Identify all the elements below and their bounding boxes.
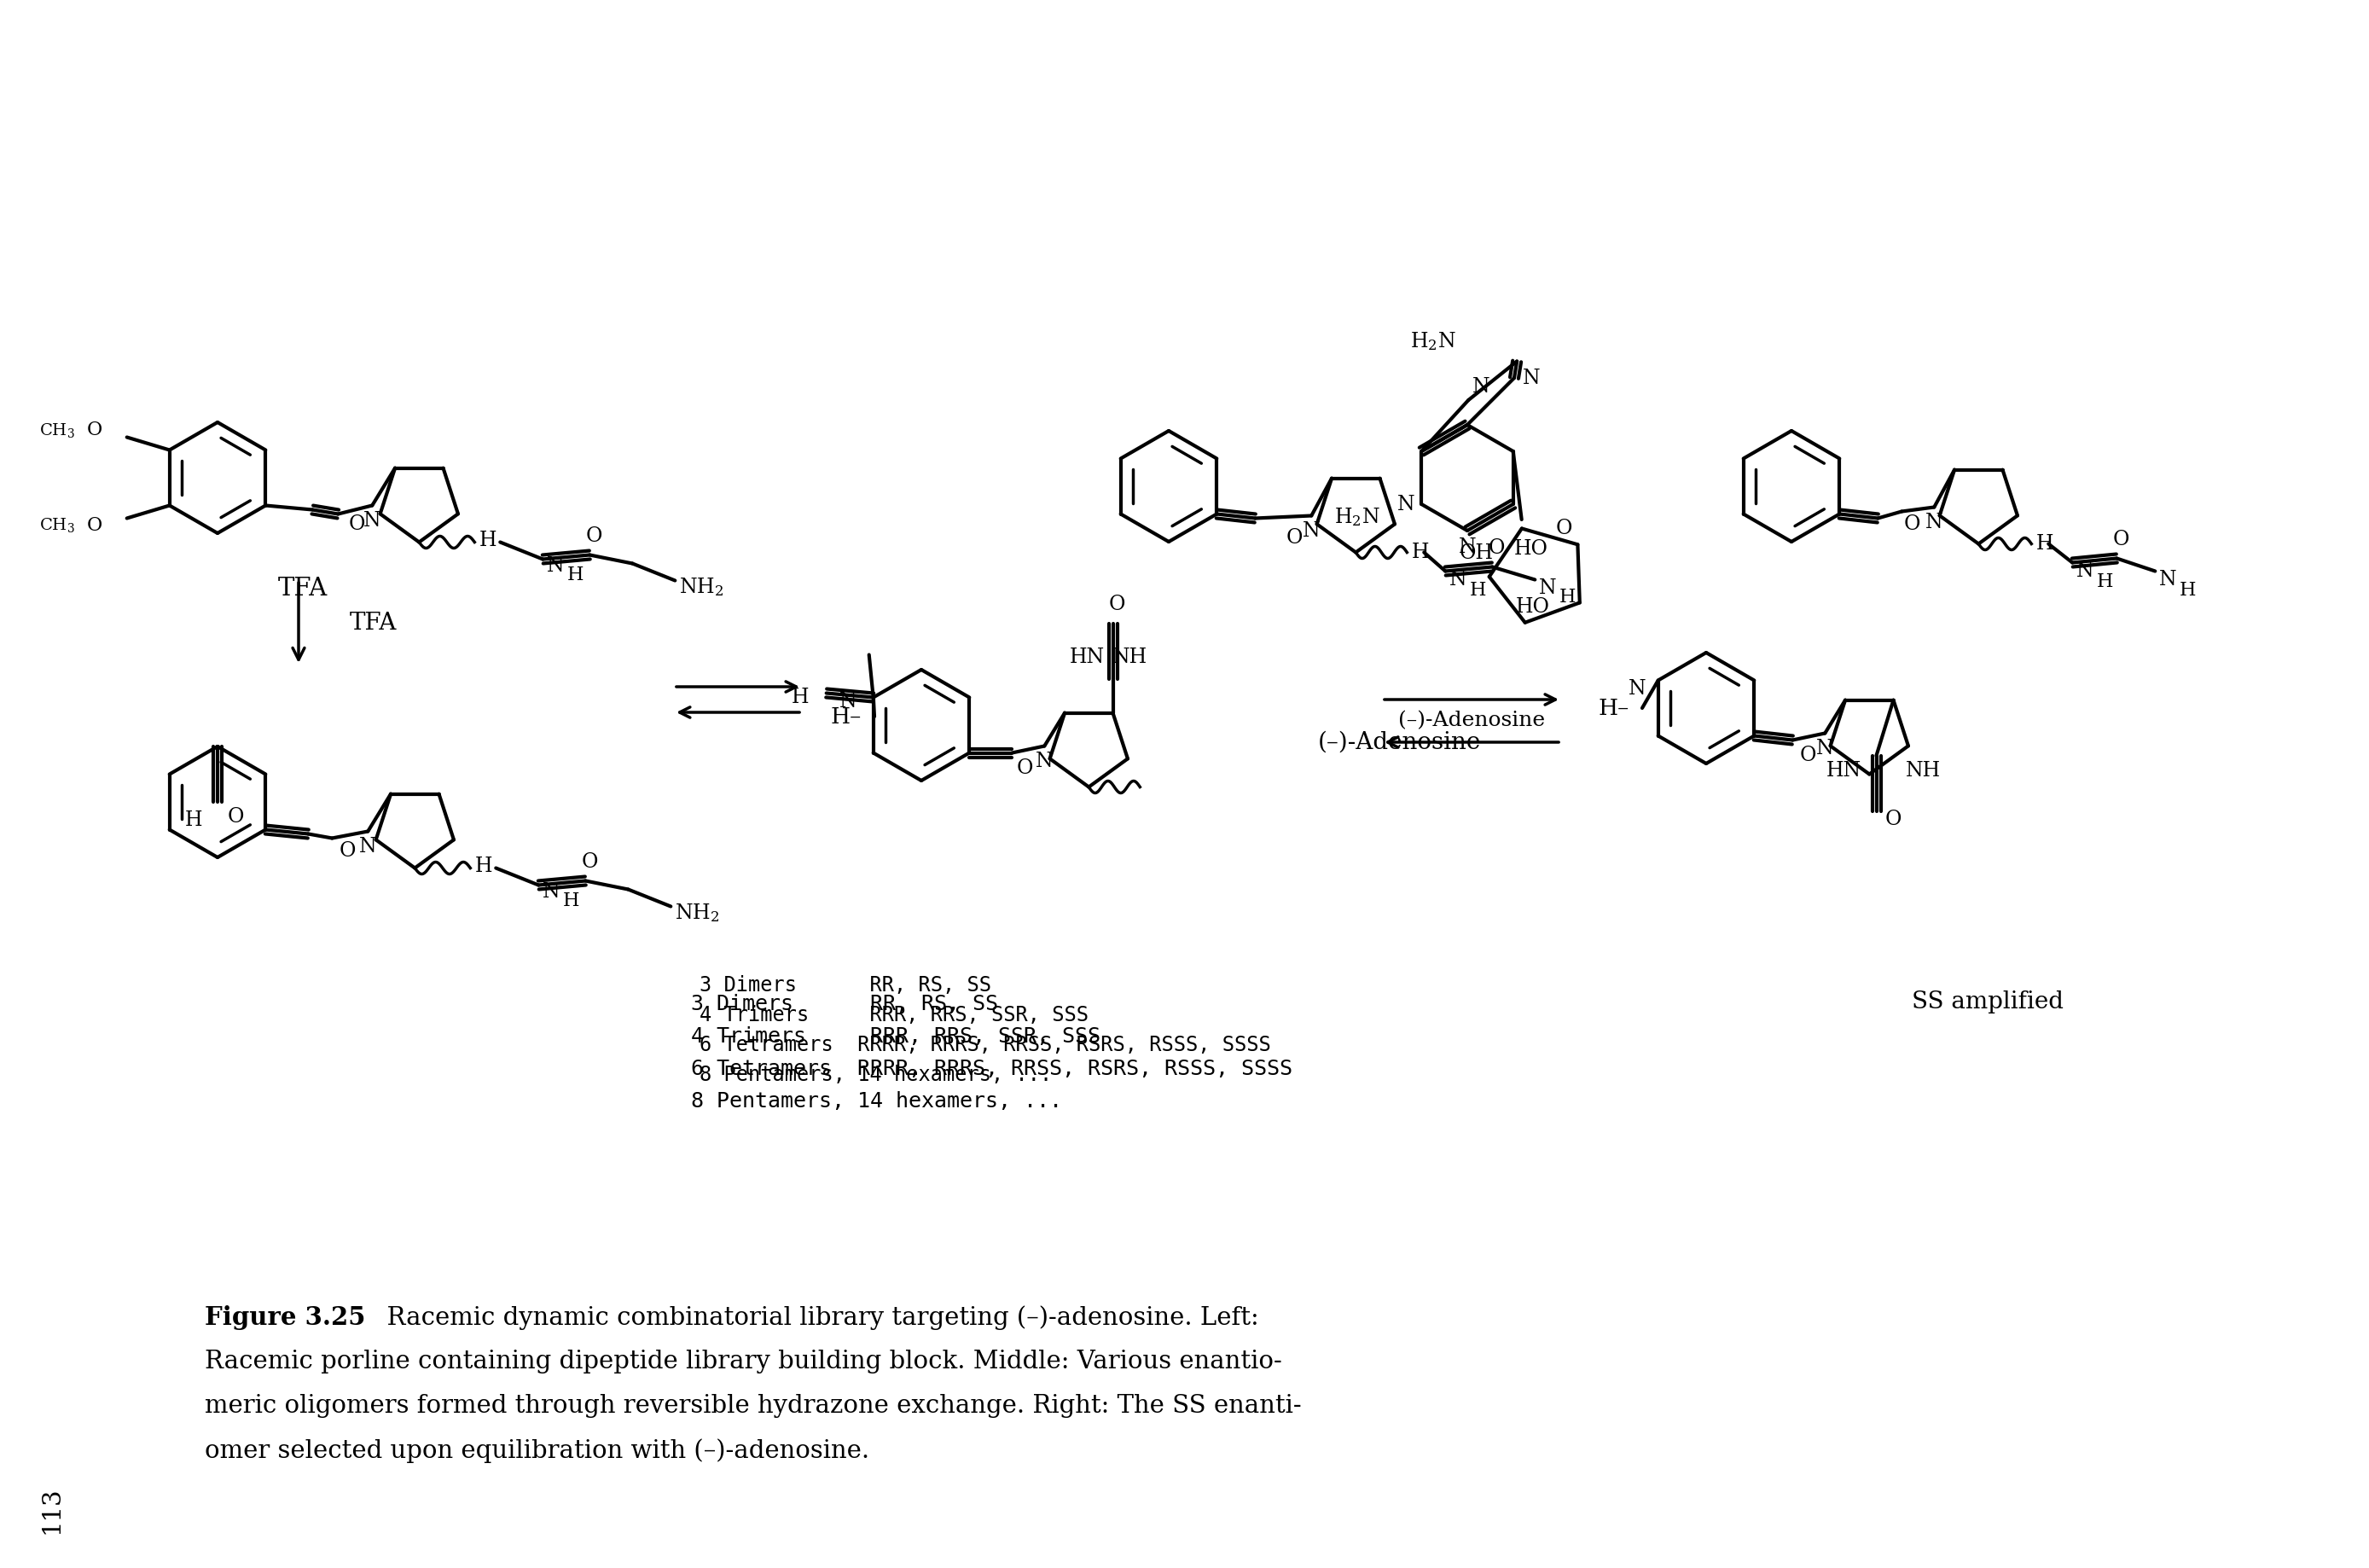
Text: O: O [1016,759,1033,778]
Text: $\mathregular{O}$: $\mathregular{O}$ [85,420,102,439]
Text: Figure 3.25: Figure 3.25 [204,1305,365,1330]
Text: (–)-Adenosine: (–)-Adenosine [1398,710,1545,731]
Text: N: N [2078,561,2094,582]
Text: O: O [2113,530,2130,549]
Text: OH: OH [1459,543,1492,563]
Text: N: N [1523,368,1540,387]
Text: N: N [1926,513,1943,532]
Text: H: H [1412,543,1429,563]
Text: O: O [1556,519,1573,538]
Text: H: H [566,564,583,583]
Text: O: O [227,808,244,826]
Text: N: N [360,837,377,856]
Text: N: N [362,511,381,530]
Text: N: N [1398,494,1414,514]
Text: $\mathregular{NH_2}$: $\mathregular{NH_2}$ [675,902,720,924]
Text: TFA: TFA [351,612,398,635]
Text: NH: NH [1905,760,1940,781]
Text: 6 Tetramers  RRRR, RRRS, RRSS, RSRS, RSSS, SSSS: 6 Tetramers RRRR, RRRS, RRSS, RSRS, RSSS… [692,1058,1293,1079]
Text: N: N [1035,751,1054,771]
Text: N: N [1459,538,1476,558]
Text: O: O [1109,594,1125,615]
Text: H–: H– [1599,698,1630,718]
Text: $\mathregular{CH_3}$: $\mathregular{CH_3}$ [40,422,76,439]
Text: H: H [791,688,810,707]
Text: O: O [339,840,355,861]
Text: H: H [561,891,578,909]
Text: N: N [543,883,561,902]
Text: O: O [1800,746,1817,765]
Text: omer selected upon equilibration with (–)-adenosine.: omer selected upon equilibration with (–… [204,1438,869,1463]
Text: Racemic dynamic combinatorial library targeting (–)-adenosine. Left:: Racemic dynamic combinatorial library ta… [372,1305,1258,1330]
Text: H: H [185,811,201,831]
Text: $\mathregular{CH_3}$: $\mathregular{CH_3}$ [40,516,76,535]
Text: N: N [1474,378,1490,397]
Text: N: N [1628,679,1646,699]
Text: meric oligomers formed through reversible hydrazone exchange. Right: The SS enan: meric oligomers formed through reversibl… [204,1394,1301,1417]
Text: Racemic porline containing dipeptide library building block. Middle: Various ena: Racemic porline containing dipeptide lib… [204,1350,1282,1374]
Text: N: N [547,557,564,575]
Text: O: O [1886,809,1902,829]
Text: O: O [580,853,597,872]
Text: 8 Pentamers, 14 hexamers, ...: 8 Pentamers, 14 hexamers, ... [692,1091,1061,1112]
Text: $\mathregular{NH_2}$: $\mathregular{NH_2}$ [680,577,725,599]
Text: H: H [2035,535,2054,554]
Text: 3 Dimers      RR, RS, SS: 3 Dimers RR, RS, SS [699,975,990,996]
Text: $\mathregular{H_2N}$: $\mathregular{H_2N}$ [1334,506,1381,528]
Text: 4 Trimers     RRR, RRS, SSR, SSS: 4 Trimers RRR, RRS, SSR, SSS [692,1027,1102,1047]
Text: HO: HO [1516,597,1549,616]
Text: O: O [348,514,365,535]
Text: O: O [1488,538,1504,558]
Text: NH: NH [1113,648,1147,668]
Text: H: H [1469,580,1485,599]
Text: N: N [1303,521,1320,541]
Text: N: N [1817,739,1834,759]
Text: $\mathregular{H_2N}$: $\mathregular{H_2N}$ [1410,331,1457,353]
Text: HN: HN [1071,648,1104,668]
Text: H–: H– [832,706,862,728]
Text: H: H [2097,572,2113,591]
Text: 8 Pentamers, 14 hexamers, ...: 8 Pentamers, 14 hexamers, ... [699,1065,1052,1085]
Text: N: N [1540,579,1556,597]
Text: HO: HO [1514,539,1547,558]
Text: O: O [585,527,602,546]
Text: N: N [839,691,858,712]
Text: O: O [1286,528,1303,547]
Text: TFA: TFA [277,577,327,601]
Text: SS amplified: SS amplified [1912,991,2063,1014]
Text: (–)-Adenosine: (–)-Adenosine [1317,731,1481,754]
Text: 4 Trimers     RRR, RRS, SSR, SSS: 4 Trimers RRR, RRS, SSR, SSS [699,1005,1087,1025]
Text: 6 Tetramers  RRRR, RRRS, RRSS, RSRS, RSSS, SSSS: 6 Tetramers RRRR, RRRS, RRSS, RSRS, RSSS… [699,1035,1270,1055]
Text: H: H [479,530,497,550]
Text: O: O [1905,514,1921,535]
Text: 3 Dimers      RR, RS, SS: 3 Dimers RR, RS, SS [692,994,997,1014]
Text: $\mathregular{O}$: $\mathregular{O}$ [85,516,102,535]
Text: N: N [1450,569,1466,590]
Text: H: H [2179,580,2196,599]
Text: 113: 113 [40,1486,64,1534]
Text: H: H [1559,588,1575,607]
Text: N: N [2161,569,2177,590]
Text: HN: HN [1826,760,1862,781]
Text: H: H [474,856,493,877]
